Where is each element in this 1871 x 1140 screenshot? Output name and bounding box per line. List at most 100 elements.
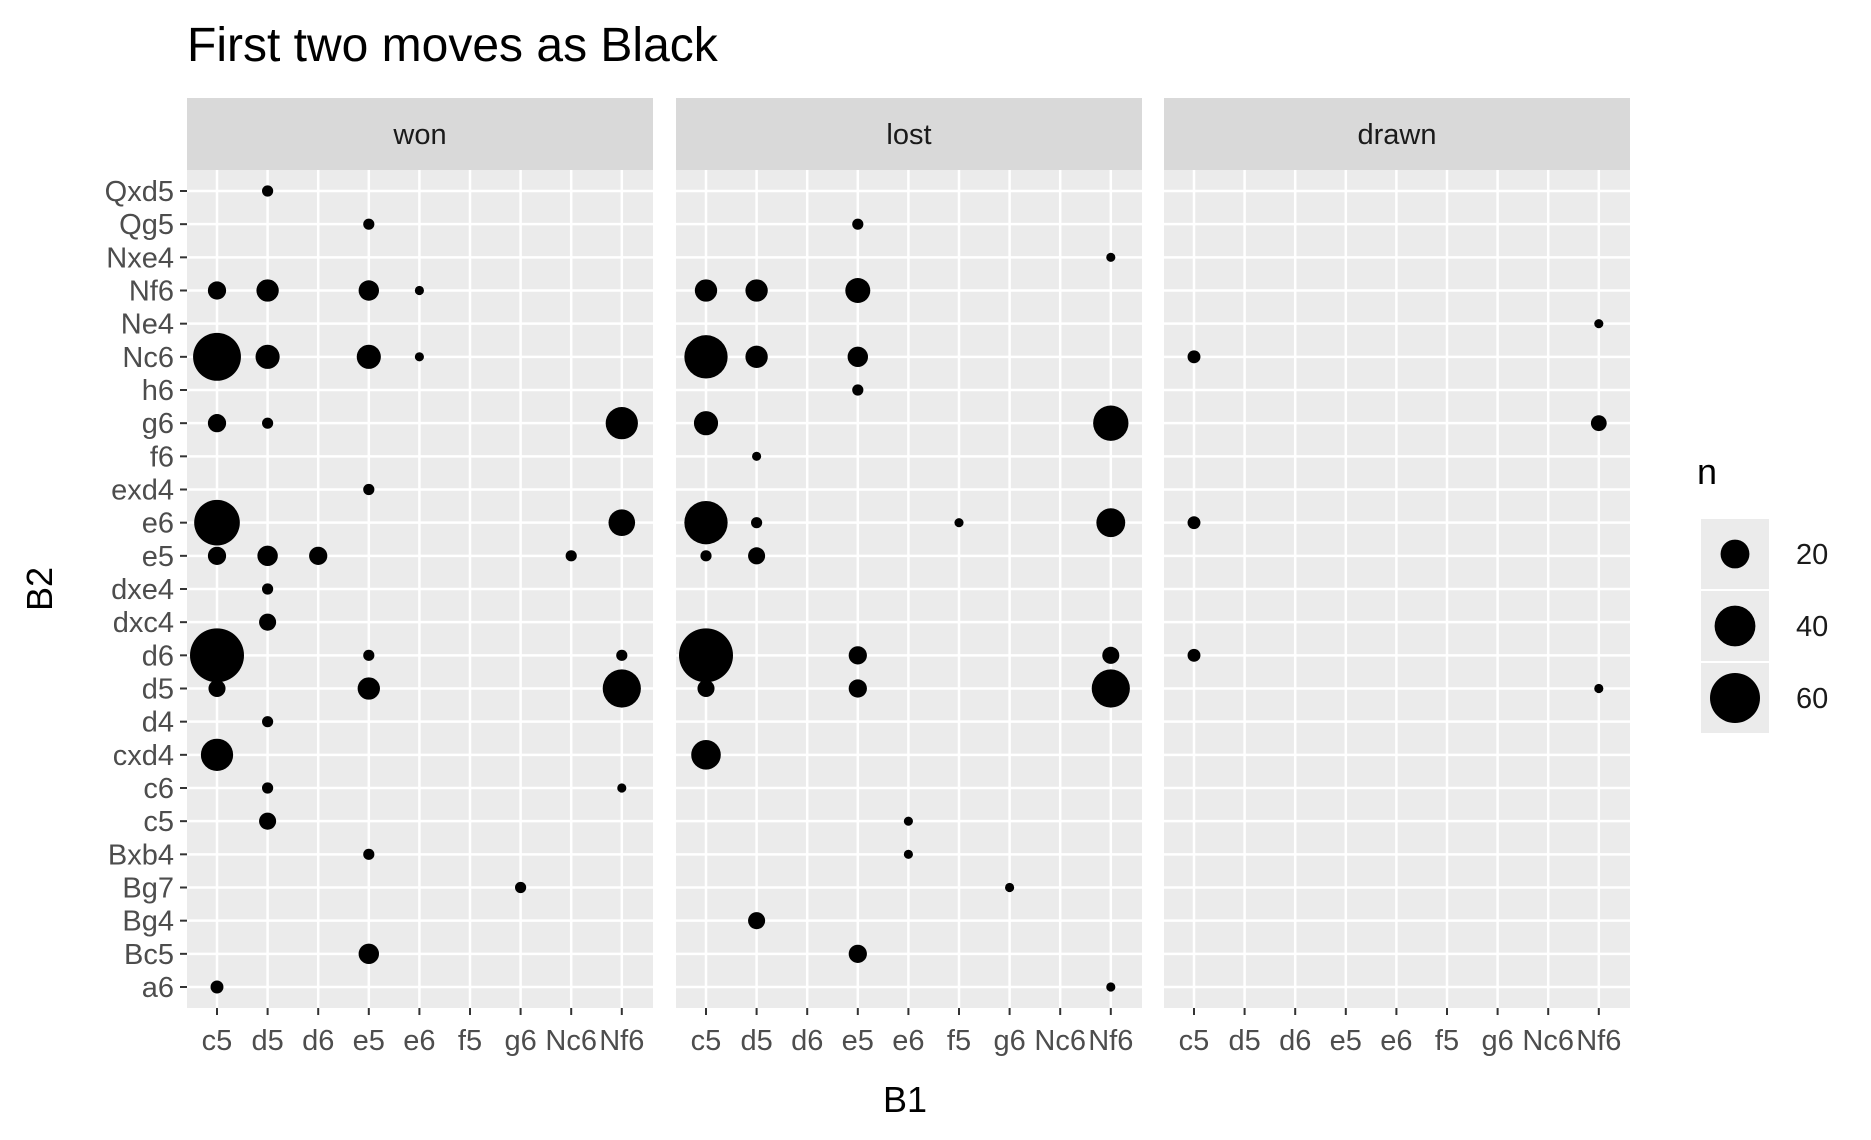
y-axis-title: B2	[19, 567, 60, 611]
data-point	[693, 411, 719, 436]
data-point	[256, 279, 279, 302]
y-tick-label: c5	[143, 806, 174, 838]
legend-key-dot	[1714, 605, 1756, 647]
data-point	[207, 414, 227, 433]
x-tick-label: c5	[1179, 1025, 1210, 1057]
y-tick-label: d6	[142, 640, 174, 672]
x-tick-label: c5	[691, 1025, 722, 1057]
x-tick-label: d5	[1228, 1025, 1260, 1057]
x-tick-label: e6	[1380, 1025, 1412, 1057]
data-point	[1093, 405, 1129, 441]
data-point	[903, 849, 913, 859]
y-tick-label: Bxb4	[108, 839, 174, 871]
data-point	[848, 679, 867, 698]
data-point	[262, 716, 274, 728]
facet-strip-label: won	[392, 119, 446, 151]
data-point	[852, 218, 864, 230]
data-point	[363, 483, 375, 496]
x-tick-label: e5	[353, 1025, 385, 1057]
data-point	[309, 546, 328, 565]
y-tick-label: f6	[150, 441, 174, 473]
data-point	[691, 740, 721, 770]
x-tick-label: Nf6	[1576, 1025, 1621, 1057]
data-point	[1091, 669, 1130, 708]
data-point	[207, 546, 227, 565]
data-point	[602, 669, 641, 708]
data-point	[1590, 415, 1607, 432]
y-tick-label: c6	[143, 773, 174, 805]
x-tick-label: g6	[993, 1025, 1025, 1057]
legend-label: 60	[1796, 683, 1828, 715]
data-point	[848, 646, 867, 665]
data-point	[617, 783, 627, 793]
y-tick-label: h6	[142, 375, 174, 407]
x-tick-label: g6	[504, 1025, 536, 1057]
data-point	[200, 738, 234, 771]
data-point	[1096, 508, 1126, 538]
y-tick-label: Nf6	[129, 276, 174, 308]
chart-title: First two moves as Black	[187, 19, 719, 72]
data-point	[852, 384, 864, 396]
x-tick-label: d5	[740, 1025, 772, 1057]
data-point	[745, 279, 768, 302]
data-point	[1594, 683, 1604, 694]
y-tick-label: Qxd5	[105, 176, 174, 208]
data-point	[262, 185, 274, 197]
y-axis: a6Bc5Bg4Bg7Bxb4c5c6cxd4d4d5d6dxc4dxe4e5e…	[105, 176, 187, 1004]
data-point	[848, 944, 867, 963]
x-axis-title: B1	[883, 1079, 927, 1120]
data-point	[262, 583, 274, 595]
data-point	[751, 517, 763, 529]
data-point	[697, 679, 715, 698]
data-point	[515, 881, 527, 894]
legend-title: n	[1697, 451, 1717, 492]
y-tick-label: a6	[142, 972, 174, 1004]
y-tick-label: Nxe4	[106, 242, 174, 274]
facet-panel-won: won	[187, 98, 653, 1008]
data-point	[954, 518, 964, 528]
x-tick-label: Nc6	[1522, 1025, 1574, 1057]
data-point	[679, 628, 733, 683]
legend-label: 40	[1796, 611, 1828, 643]
data-point	[1187, 516, 1201, 530]
data-point	[608, 509, 636, 536]
x-axes: c5 d5 d6 e5 e6 f5 g6 Nc6 Nf6 c5 d5 d6 e5 e6 f5 g6 Nc6 Nf6…	[202, 1008, 1621, 1057]
x-tick-label: e5	[842, 1025, 874, 1057]
y-tick-label: Nc6	[122, 342, 174, 374]
data-point	[207, 281, 227, 300]
y-tick-label: Bg4	[122, 906, 174, 938]
data-point	[1594, 319, 1604, 329]
facet-strip-won	[187, 98, 653, 170]
facet-strip-label: lost	[886, 119, 931, 151]
legend-label: 20	[1796, 539, 1828, 571]
x-tick-label: Nf6	[599, 1025, 644, 1057]
x-tick-label: g6	[1481, 1025, 1513, 1057]
x-tick-label: d6	[302, 1025, 334, 1057]
x-tick-label: f5	[458, 1025, 482, 1057]
data-point	[190, 628, 244, 683]
y-tick-label: dxc4	[113, 607, 174, 639]
data-point	[262, 782, 274, 794]
facet-strip-label: drawn	[1358, 119, 1437, 151]
data-point	[1187, 350, 1201, 364]
data-point	[684, 335, 728, 379]
data-point	[356, 344, 381, 369]
facet-strip-drawn	[1164, 98, 1630, 170]
y-tick-label: d4	[142, 707, 174, 739]
data-point	[363, 848, 375, 860]
data-point	[357, 677, 380, 700]
x-tick-label: c5	[202, 1025, 233, 1057]
data-point	[565, 550, 577, 562]
y-tick-label: d5	[142, 674, 174, 706]
data-point	[752, 451, 762, 461]
data-point	[745, 345, 768, 369]
facet-panels: won lost drawn	[187, 98, 1630, 1008]
data-point	[1106, 982, 1116, 992]
y-tick-label: Bg7	[122, 873, 174, 905]
x-tick-label: Nc6	[545, 1025, 597, 1057]
data-point	[847, 346, 869, 368]
y-tick-label: exd4	[111, 475, 174, 507]
x-axis-drawn: c5 d5 d6 e5 e6 f5 g6 Nc6 Nf6	[1179, 1008, 1621, 1057]
data-point	[414, 285, 424, 296]
